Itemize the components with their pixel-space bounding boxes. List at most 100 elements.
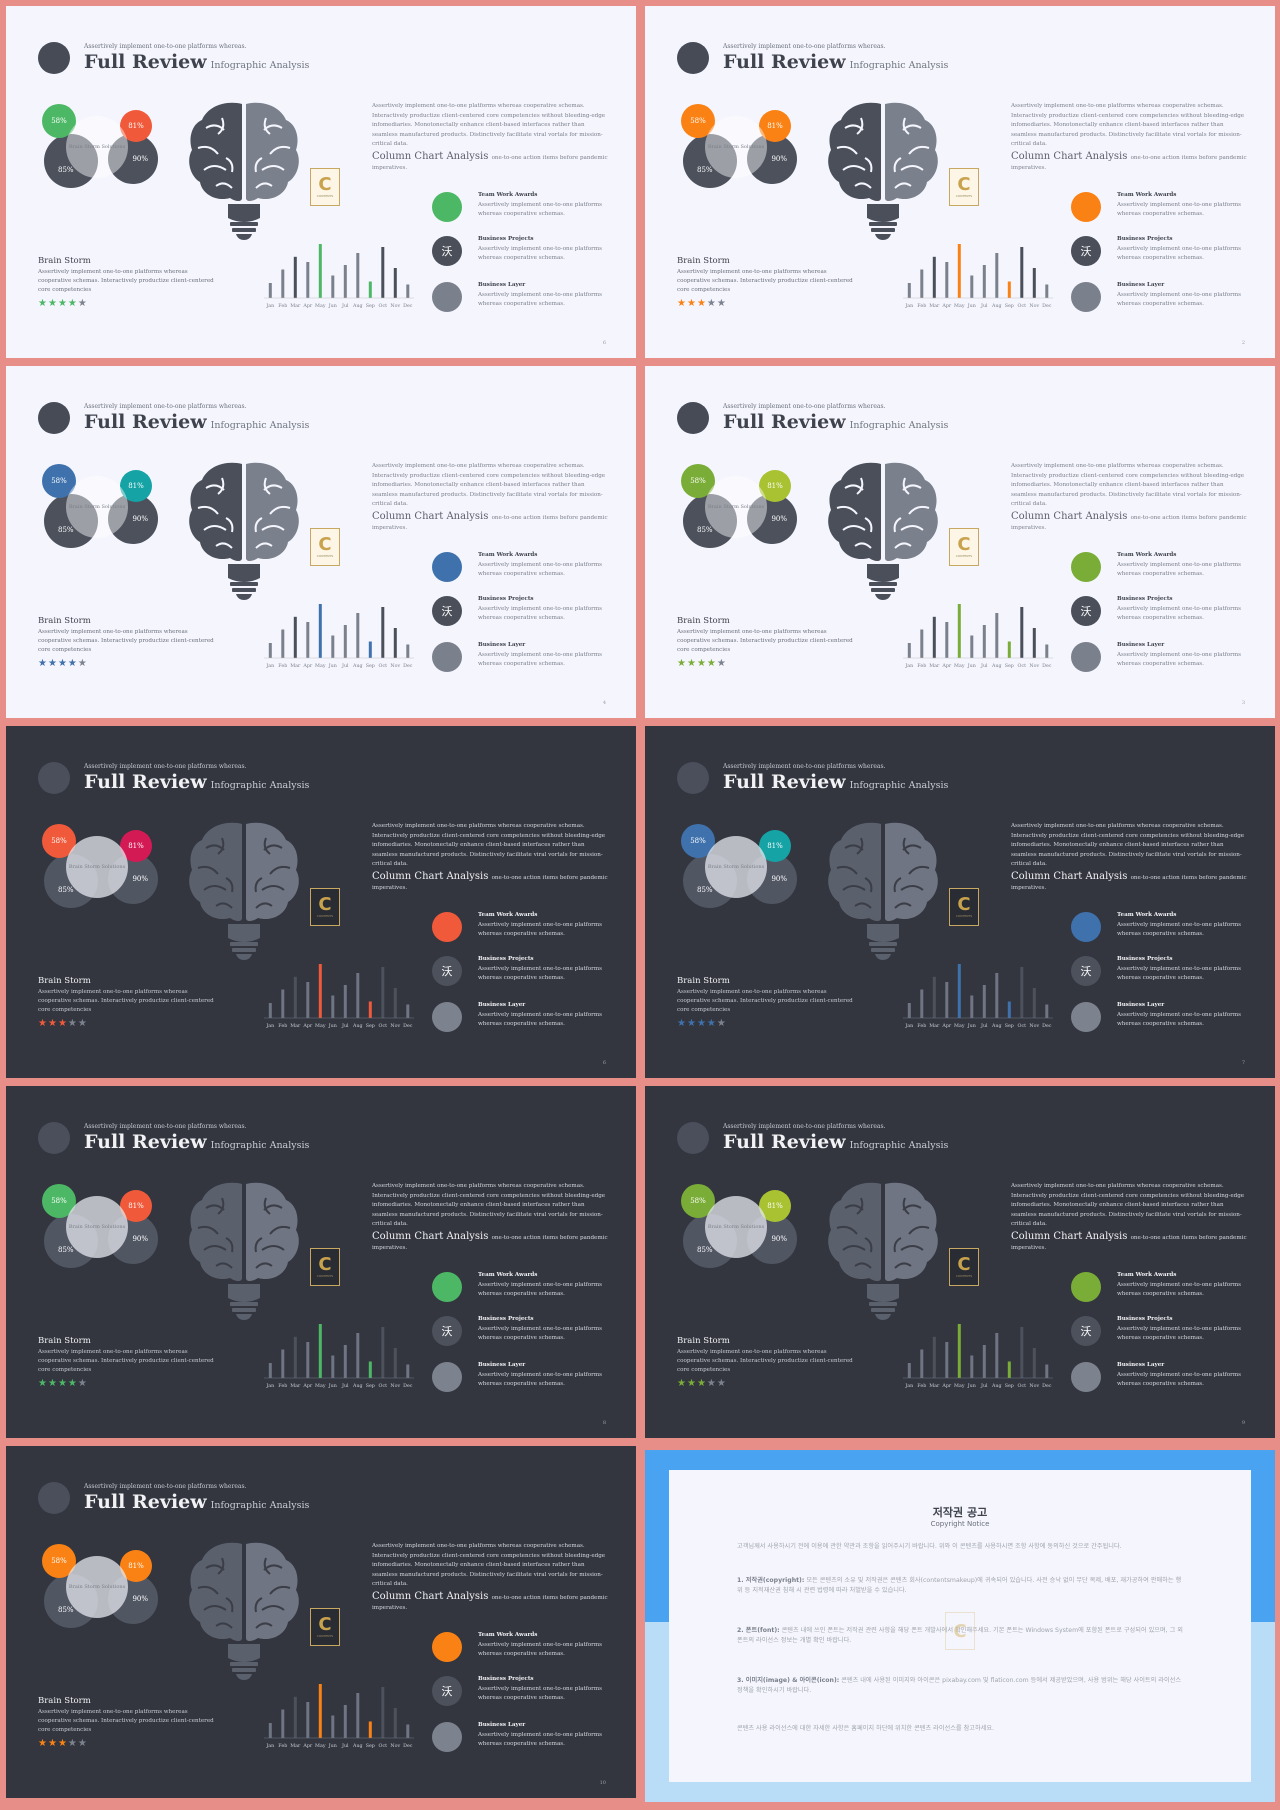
- chart-tick-label: Jun: [328, 303, 337, 309]
- chart-bar-jul: [982, 985, 986, 1018]
- circle-right-accent: 81%: [120, 110, 152, 142]
- venn-circles: 85% 90% 58% 81% Brain Storm Solutions: [36, 456, 176, 566]
- chart-bar-jun: [970, 635, 974, 658]
- chart-tick-label: Dec: [403, 1023, 413, 1029]
- copyright-notice-slide[interactable]: 저작권 공고 Copyright Notice 고객님께서 사용하시기 전에 이…: [645, 1450, 1275, 1802]
- chart-tick-label: Mar: [290, 1383, 301, 1389]
- page-number: 3: [1241, 700, 1245, 706]
- chart-tick-label: Sep: [366, 303, 375, 309]
- legend-item-title: Business Projects: [478, 956, 534, 962]
- chart-tick-label: Sep: [366, 1023, 375, 1029]
- legend-item-title: Business Projects: [1117, 956, 1173, 962]
- logo-letter: C: [318, 174, 332, 195]
- chart-tick-label: Nov: [390, 1383, 400, 1389]
- slide-9[interactable]: Assertively implement one-to-one platfor…: [6, 1446, 636, 1798]
- chart-bar-apr: [945, 622, 949, 658]
- chart-tick-label: Aug: [991, 663, 1002, 669]
- circle-overlap-label: Brain Storm Solutions: [66, 1196, 128, 1258]
- notice-paragraph-1: 1. 저작권(copyright): 모든 콘텐츠의 소유 및 저작권은 콘텐츠…: [737, 1576, 1183, 1596]
- chart-bar-jan: [268, 1003, 272, 1018]
- logo-text: CONTENTS: [316, 194, 334, 198]
- legend-item-body: Assertively implement one-to-one platfor…: [1117, 652, 1241, 667]
- chart-title: Column Chart Analysis one-to-one action …: [372, 151, 612, 171]
- star-icon: ★: [67, 1738, 78, 1749]
- chart-container: Jan Feb Mar Apr May Jun Jul Aug Sep Oct Nov Dec: [903, 228, 1053, 318]
- legend-item-3: Business Layer Assertively implement one…: [432, 1002, 612, 1036]
- chart-bar-apr: [945, 982, 949, 1018]
- slide-3[interactable]: Assertively implement one-to-one platfor…: [6, 366, 636, 718]
- legend-item-title: Business Projects: [478, 1676, 534, 1682]
- slide-5[interactable]: Assertively implement one-to-one platfor…: [6, 726, 636, 1078]
- chart-bar-jul: [982, 625, 986, 658]
- slide-8[interactable]: Assertively implement one-to-one platfor…: [645, 1086, 1275, 1438]
- circle-right-accent: 81%: [120, 1190, 152, 1222]
- slide-6[interactable]: Assertively implement one-to-one platfor…: [645, 726, 1275, 1078]
- chart-bar-dec: [1045, 284, 1049, 298]
- chart-bar-dec: [406, 1724, 410, 1738]
- slide-kicker: Assertively implement one-to-one platfor…: [723, 1123, 886, 1130]
- chart-bar-aug: [356, 1333, 360, 1378]
- slide-title: Full Review Infographic Analysis: [84, 411, 310, 433]
- chart-bar-may: [318, 964, 322, 1018]
- brainstorm-title: Brain Storm: [677, 976, 730, 986]
- brain-illustration: [186, 98, 302, 248]
- legend-item-3: Business Layer Assertively implement one…: [1071, 1362, 1251, 1396]
- chart-bar-aug: [356, 973, 360, 1018]
- circle-bottom-right: 90%: [108, 494, 158, 544]
- chart-bar-mar: [293, 616, 297, 659]
- chart-title: Column Chart Analysis one-to-one action …: [372, 1231, 612, 1251]
- star-icon: ★: [38, 1378, 48, 1389]
- star-icon: ★: [716, 1018, 727, 1029]
- chart-bar-jul: [343, 265, 347, 298]
- chart-tick-label: Mar: [290, 1023, 301, 1029]
- chart-bar-oct: [381, 247, 385, 298]
- chart-bar-jun: [970, 1355, 974, 1378]
- chart-tick-label: Mar: [290, 663, 301, 669]
- slide-title: Full Review Infographic Analysis: [84, 1491, 310, 1513]
- chart-bar-sep: [368, 1721, 372, 1738]
- star-rating: ★★★★★: [677, 298, 727, 309]
- star-icon: ★: [677, 1018, 687, 1029]
- column-chart: Jan Feb Mar Apr May Jun Jul Aug Sep Oct Nov Dec: [264, 1684, 414, 1749]
- slide-1[interactable]: Assertively implement one-to-one platfor…: [6, 6, 636, 358]
- chart-tick-label: May: [954, 663, 965, 669]
- circle-bottom-left: 85%: [44, 494, 98, 548]
- logo-letter: C: [957, 1254, 971, 1275]
- slide-2[interactable]: Assertively implement one-to-one platfor…: [645, 6, 1275, 358]
- star-rating: ★★★★★: [677, 1018, 727, 1029]
- legend-circle-icon: [1071, 1272, 1101, 1302]
- chart-bar-may: [957, 604, 961, 658]
- legend-item-3: Business Layer Assertively implement one…: [1071, 642, 1251, 676]
- chart-bar-sep: [1007, 1001, 1011, 1018]
- chart-bar-sep: [1007, 1361, 1011, 1378]
- legend-symbol-icon: 沃: [1071, 236, 1101, 266]
- chart-tick-label: Sep: [1005, 1023, 1014, 1029]
- header-dot: [38, 1122, 70, 1154]
- chart-bar-jun: [331, 1355, 335, 1378]
- star-icon: ★: [67, 298, 78, 309]
- chart-tick-label: May: [954, 1383, 965, 1389]
- star-icon: ★: [706, 658, 717, 669]
- chart-tick-label: Feb: [278, 303, 287, 309]
- circle-bottom-right: 90%: [108, 134, 158, 184]
- page-number: 9: [1241, 1420, 1245, 1426]
- legend-item-body: Assertively implement one-to-one platfor…: [1117, 202, 1241, 217]
- star-icon: ★: [77, 1738, 88, 1749]
- star-icon: ★: [686, 298, 697, 309]
- brain-bulb-icon: [828, 102, 938, 240]
- legend-item-body: Assertively implement one-to-one platfor…: [478, 1372, 602, 1387]
- chart-tick-label: Nov: [390, 1743, 400, 1749]
- brainstorm-body: Assertively implement one-to-one platfor…: [677, 989, 853, 1013]
- legend-item-1: Team Work Awards Assertively implement o…: [432, 1632, 612, 1666]
- chart-bar-dec: [406, 1004, 410, 1018]
- brainstorm-body: Assertively implement one-to-one platfor…: [38, 989, 214, 1013]
- brain-illustration: [825, 1178, 941, 1328]
- slide-4[interactable]: Assertively implement one-to-one platfor…: [645, 366, 1275, 718]
- chart-bar-dec: [406, 284, 410, 298]
- chart-container: Jan Feb Mar Apr May Jun Jul Aug Sep Oct Nov Dec: [264, 228, 414, 318]
- chart-tick-label: Apr: [302, 663, 313, 669]
- star-icon: ★: [57, 1018, 68, 1029]
- slide-7[interactable]: Assertively implement one-to-one platfor…: [6, 1086, 636, 1438]
- header-dot: [38, 42, 70, 74]
- contents-watermark-logo: C: [945, 1612, 975, 1650]
